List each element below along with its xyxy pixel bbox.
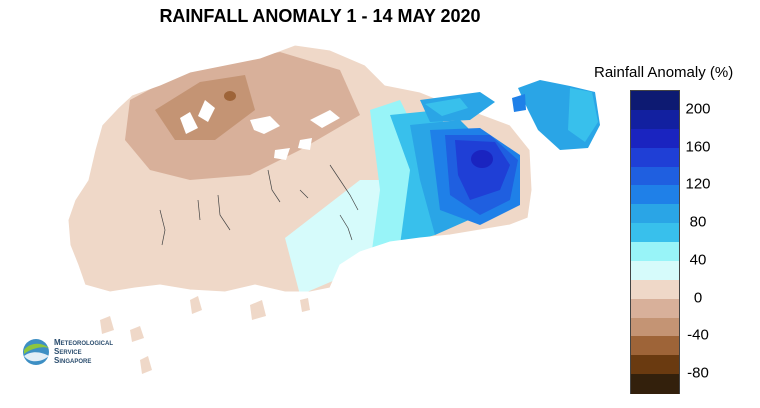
legend-label: -40 xyxy=(687,326,709,344)
legend-label: 120 xyxy=(685,175,711,193)
legend-swatch xyxy=(631,166,679,186)
legend-title: Rainfall Anomaly (%) xyxy=(594,64,734,81)
mss-logo-icon xyxy=(23,339,49,365)
legend-label: 0 xyxy=(693,289,703,307)
logo-line-3: Singapore xyxy=(54,356,92,365)
legend-swatch xyxy=(631,355,679,375)
legend-swatch xyxy=(631,298,679,318)
mainland-outline xyxy=(67,44,533,293)
singapore-rainfall-map xyxy=(67,44,600,374)
legend-swatch xyxy=(631,374,679,394)
legend-label: -80 xyxy=(687,364,709,382)
logo-line-2: Service xyxy=(54,347,82,356)
legend-color-bar xyxy=(630,90,680,394)
mss-logo-text: Meteorological Service Singapore xyxy=(54,338,113,365)
legend-swatch xyxy=(631,223,679,243)
legend-labels: 200 160 120 80 40 0 -40 -80 xyxy=(680,90,720,392)
legend-label: 200 xyxy=(685,100,711,118)
legend-label: 80 xyxy=(689,213,707,231)
reservoirs xyxy=(180,100,340,160)
logo-line-1: Meteorological xyxy=(54,338,113,347)
dark-anomaly-spot xyxy=(224,91,236,101)
legend-swatch xyxy=(631,279,679,300)
legend-swatch xyxy=(631,336,679,356)
legend-swatch xyxy=(631,317,679,337)
legend-swatch xyxy=(631,128,679,149)
map-title: RAINFALL ANOMALY 1 - 14 MAY 2020 xyxy=(159,6,481,26)
core-heavy-rain-spot xyxy=(471,150,493,168)
legend-swatch xyxy=(631,260,679,281)
offshore-islands xyxy=(100,80,600,374)
rivers xyxy=(159,164,359,246)
legend-swatch xyxy=(631,91,679,111)
legend-swatch xyxy=(631,147,679,167)
legend-swatch xyxy=(631,109,679,130)
legend-label: 160 xyxy=(685,138,711,156)
legend-swatch xyxy=(631,204,679,224)
legend-label: 40 xyxy=(689,251,707,269)
legend-swatch xyxy=(631,185,679,205)
legend-swatch xyxy=(631,242,679,262)
